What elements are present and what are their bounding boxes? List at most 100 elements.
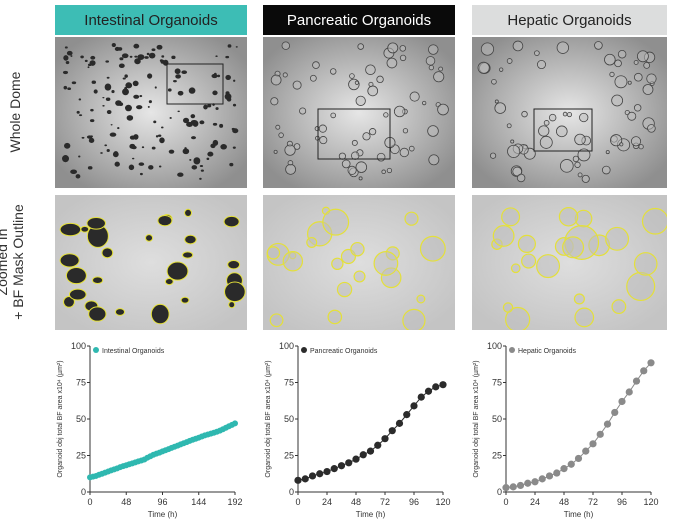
organoid	[281, 41, 291, 50]
organoid	[273, 149, 278, 154]
data-point	[294, 476, 302, 484]
organoid	[63, 85, 68, 90]
organoid	[566, 111, 573, 118]
organoid	[534, 50, 540, 56]
data-point	[424, 387, 433, 395]
y-tick-label: 75	[76, 378, 86, 388]
data-point	[345, 459, 353, 467]
organoid	[124, 104, 132, 112]
organoid	[89, 119, 95, 123]
organoid	[100, 152, 103, 154]
x-tick-label: 0	[87, 497, 92, 507]
zoom-region-box	[317, 108, 391, 160]
y-axis-label: Organoid obj total BF area x10⁴ (µm²)	[265, 360, 272, 477]
organoid	[145, 234, 154, 242]
x-tick-label: 144	[191, 497, 206, 507]
organoid	[70, 169, 78, 175]
organoid	[408, 145, 415, 152]
organoid	[92, 276, 104, 285]
organoid	[112, 151, 119, 158]
organoid	[539, 135, 553, 149]
organoid	[315, 135, 320, 141]
organoid	[186, 121, 193, 127]
organoid	[104, 83, 112, 91]
organoid	[494, 99, 499, 104]
organoid	[399, 45, 407, 52]
organoid	[314, 126, 320, 132]
organoid	[156, 44, 163, 50]
organoid	[349, 73, 355, 79]
organoid	[212, 90, 218, 96]
organoid	[219, 123, 224, 128]
organoid	[538, 125, 550, 137]
organoid	[229, 162, 234, 167]
organoid	[161, 55, 165, 58]
organoid	[64, 142, 71, 149]
organoid	[327, 309, 343, 325]
organoid	[158, 165, 162, 168]
y-tick-label: 25	[492, 451, 502, 461]
y-tick-label: 25	[284, 451, 294, 461]
organoid	[206, 157, 210, 160]
organoid	[646, 73, 657, 84]
data-point	[330, 465, 338, 473]
organoid	[125, 82, 133, 89]
organoid	[225, 74, 231, 80]
organoid	[437, 103, 449, 116]
x-tick-label: 24	[530, 497, 540, 507]
organoid	[383, 112, 389, 118]
organoid	[184, 234, 197, 245]
organoid	[574, 133, 586, 146]
organoid	[293, 143, 301, 150]
organoid	[117, 127, 120, 130]
organoid	[338, 152, 347, 160]
x-tick-label: 72	[380, 497, 390, 507]
organoid	[148, 100, 152, 104]
legend-marker	[93, 347, 99, 353]
x-tick-label: 192	[227, 497, 242, 507]
organoid	[574, 307, 595, 328]
organoid	[106, 148, 110, 152]
organoid	[76, 110, 80, 114]
organoid	[433, 71, 445, 83]
organoid	[174, 68, 181, 75]
organoid	[121, 53, 129, 59]
organoid	[148, 165, 154, 170]
organoid	[213, 72, 217, 76]
organoid	[506, 123, 512, 129]
organoid	[232, 146, 236, 149]
organoid	[330, 68, 337, 75]
organoid	[548, 113, 557, 122]
data-point	[516, 481, 525, 490]
organoid	[225, 55, 230, 59]
organoid	[128, 164, 135, 171]
organoid	[492, 225, 515, 247]
organoid	[512, 166, 523, 177]
organoid	[510, 139, 515, 144]
data-point	[323, 467, 331, 476]
data-point	[596, 430, 604, 438]
organoid	[141, 146, 145, 149]
organoid	[207, 151, 214, 157]
organoid	[357, 43, 364, 50]
organoid	[132, 80, 139, 87]
organoid	[68, 288, 87, 301]
organoid	[182, 148, 190, 155]
x-tick-label: 72	[588, 497, 598, 507]
whole-dome-image-hepatic	[472, 37, 667, 188]
organoid	[312, 61, 320, 69]
organoid	[104, 144, 108, 147]
y-tick-label: 75	[284, 378, 294, 388]
data-point	[509, 483, 517, 491]
organoid	[428, 44, 439, 55]
organoid	[351, 151, 360, 160]
organoid	[502, 302, 514, 313]
organoid	[147, 73, 153, 79]
background	[55, 37, 247, 188]
y-axis-label: Organoid obj total BF area x10⁴ (µm²)	[473, 360, 480, 477]
organoid	[353, 270, 366, 283]
organoid	[59, 222, 82, 237]
organoid	[605, 226, 630, 251]
organoid	[183, 117, 190, 124]
organoid	[521, 110, 528, 118]
